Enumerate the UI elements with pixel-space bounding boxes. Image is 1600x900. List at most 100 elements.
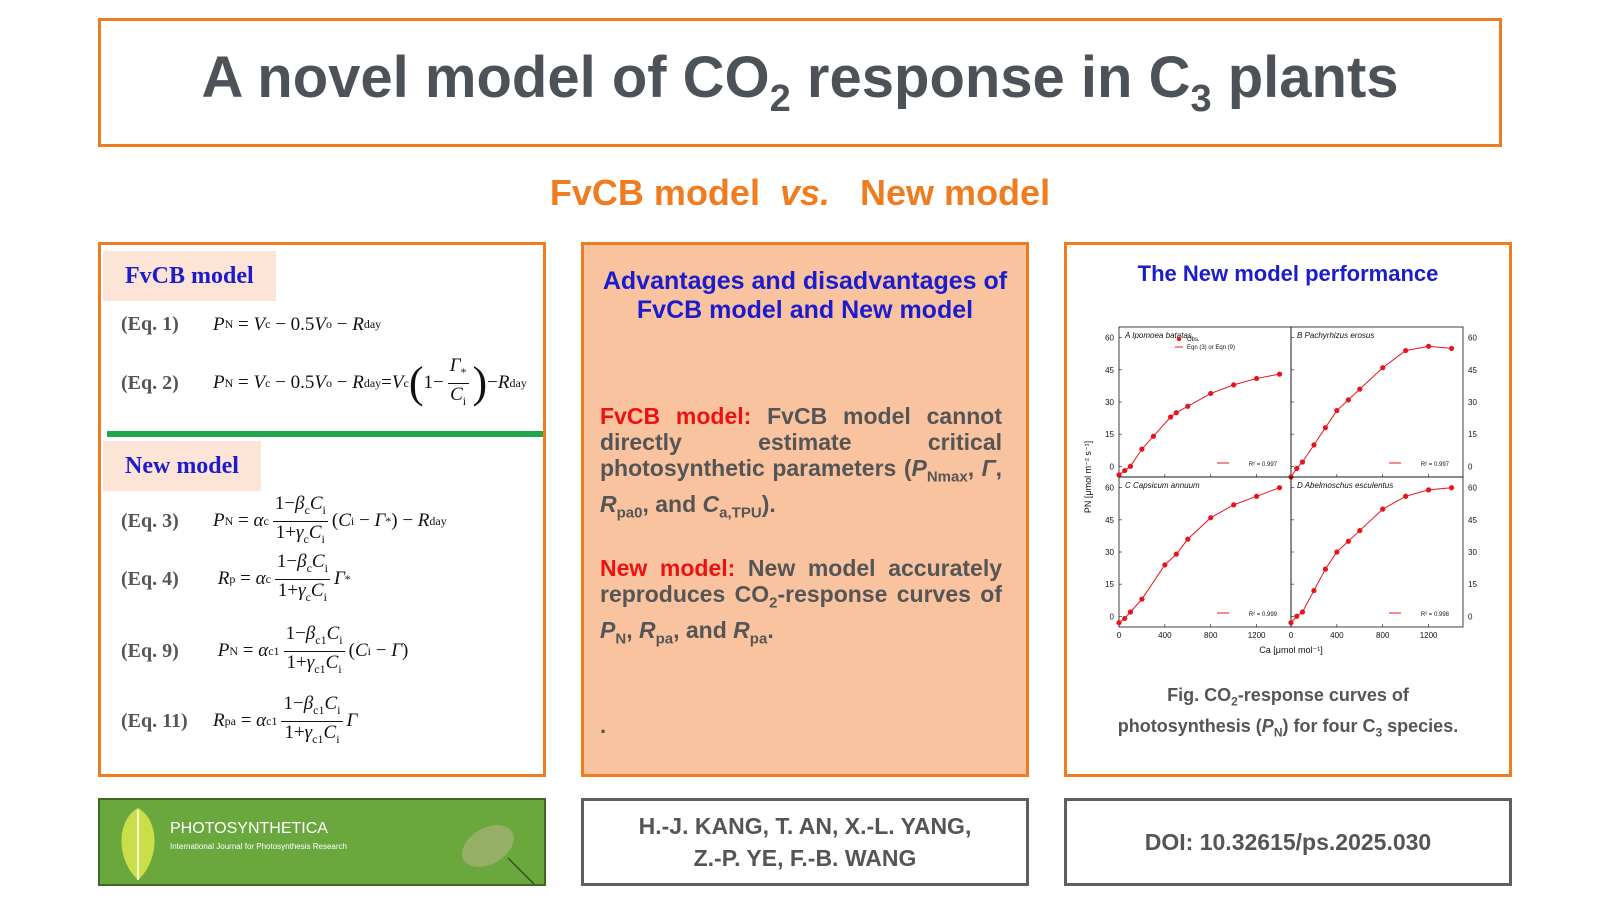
data-point bbox=[1150, 433, 1156, 439]
advantages-panel: Advantages and disadvantages of FvCB mod… bbox=[581, 242, 1029, 777]
data-point bbox=[1173, 410, 1179, 416]
doi-box[interactable]: DOI: 10.32615/ps.2025.030 bbox=[1064, 798, 1512, 886]
panel-frame bbox=[1290, 326, 1464, 478]
y-tick-label: 0 bbox=[1110, 612, 1115, 621]
doi-link[interactable]: DOI: 10.32615/ps.2025.030 bbox=[1144, 828, 1432, 855]
panel-label: B Pachyrhizus erosus bbox=[1297, 331, 1374, 340]
equation-label: (Eq. 9) bbox=[121, 639, 179, 662]
data-point bbox=[1185, 403, 1191, 409]
x-tick-label: 0 bbox=[1289, 631, 1294, 640]
x-tick-label: 400 bbox=[1158, 631, 1172, 640]
journal-name: PHOTOSYNTHETICA bbox=[170, 820, 328, 837]
y-tick-label: 45 bbox=[1105, 366, 1114, 375]
y-tick-label: 60 bbox=[1468, 334, 1477, 343]
journal-banner[interactable]: PHOTOSYNTHETICA International Journal fo… bbox=[98, 798, 546, 886]
co2-response-figure: A Ipomoea batatas 0 15 30 45 60 R² = 0.997 Obs.… bbox=[1083, 326, 1477, 655]
y-tick-label: 0 bbox=[1110, 462, 1115, 471]
data-point bbox=[1185, 536, 1191, 542]
x-tick-label: 1200 bbox=[1420, 631, 1438, 640]
data-point bbox=[1357, 527, 1363, 534]
y-axis-label: PN [μmol m⁻² s⁻¹] bbox=[1083, 441, 1093, 513]
data-point bbox=[1254, 375, 1260, 382]
data-point bbox=[1139, 446, 1145, 452]
data-point bbox=[1208, 515, 1214, 521]
fvcb-model-label: FvCB model bbox=[103, 251, 276, 301]
r2-label: R² = 0.997 bbox=[1249, 462, 1278, 468]
fit-line bbox=[1290, 487, 1452, 624]
leaf-logo-icon bbox=[121, 808, 155, 880]
data-point bbox=[1426, 487, 1432, 493]
comparison-subtitle: FvCB model vs. New model bbox=[549, 172, 1051, 213]
data-point bbox=[1127, 609, 1134, 615]
equation-label: (Eq. 3) bbox=[121, 509, 179, 532]
x-axis-label: Ca [μmol mol⁻¹] bbox=[1259, 645, 1322, 655]
x-tick-label: 400 bbox=[1330, 631, 1344, 640]
legend-point bbox=[1176, 336, 1182, 342]
data-point bbox=[1334, 549, 1340, 555]
data-point bbox=[1276, 371, 1283, 377]
y-tick-label: 45 bbox=[1468, 366, 1477, 375]
r2-label: R² = 0.997 bbox=[1421, 462, 1450, 468]
leaf-decoration-icon bbox=[462, 825, 535, 884]
data-point bbox=[1162, 562, 1168, 568]
data-point bbox=[1231, 382, 1237, 388]
panel-label: A Ipomoea batatas bbox=[1124, 331, 1192, 340]
y-tick-label: 15 bbox=[1105, 430, 1114, 439]
data-point bbox=[1294, 613, 1300, 619]
panel-frame bbox=[1290, 476, 1464, 628]
y-tick-label: 30 bbox=[1468, 548, 1477, 557]
data-point bbox=[1448, 345, 1455, 352]
data-point bbox=[1173, 551, 1179, 557]
data-point bbox=[1426, 343, 1432, 349]
y-tick-label: 0 bbox=[1468, 462, 1473, 471]
section-divider bbox=[107, 431, 543, 437]
panel-label: D Abelmoschus esculentus bbox=[1297, 481, 1393, 490]
y-tick-label: 45 bbox=[1468, 516, 1477, 525]
y-tick-label: 30 bbox=[1468, 398, 1477, 407]
fit-line bbox=[1118, 487, 1280, 624]
data-point bbox=[1380, 365, 1386, 371]
data-point bbox=[1345, 538, 1351, 544]
x-tick-label: 0 bbox=[1117, 631, 1122, 640]
x-tick-label: 800 bbox=[1376, 631, 1390, 640]
data-point bbox=[1116, 472, 1122, 478]
y-tick-label: 15 bbox=[1468, 580, 1477, 589]
y-tick-label: 60 bbox=[1105, 334, 1114, 343]
x-tick-label: 800 bbox=[1204, 631, 1218, 640]
page-title: A novel model of CO2 response in C3 plan… bbox=[201, 45, 1399, 120]
legend-label: Obs. bbox=[1187, 337, 1200, 343]
data-point bbox=[1208, 390, 1214, 397]
data-point bbox=[1139, 596, 1145, 602]
new-model-advantage-text: New model: New model accurately reproduc… bbox=[600, 555, 1002, 648]
data-point bbox=[1322, 566, 1328, 572]
authors-list: H.-J. KANG, T. AN, X.-L. YANG, Z.-P. YE,… bbox=[638, 813, 972, 871]
y-tick-label: 15 bbox=[1468, 430, 1477, 439]
data-point bbox=[1345, 397, 1351, 403]
data-point bbox=[1403, 347, 1409, 354]
r2-label: R² = 0.998 bbox=[1421, 612, 1450, 618]
y-tick-label: 15 bbox=[1105, 580, 1114, 589]
data-point bbox=[1168, 414, 1174, 420]
data-point bbox=[1288, 620, 1294, 626]
equation-label: (Eq. 11) bbox=[121, 709, 188, 732]
data-point bbox=[1380, 506, 1386, 512]
panel-frame bbox=[1118, 476, 1292, 628]
data-point bbox=[1231, 502, 1237, 508]
equation-label: (Eq. 4) bbox=[121, 567, 179, 590]
panel-label: C Capsicum annuum bbox=[1125, 481, 1200, 490]
equation-label: (Eq. 1) bbox=[121, 313, 179, 335]
data-point bbox=[1122, 467, 1128, 474]
equation-label: (Eq. 2) bbox=[121, 371, 179, 394]
y-tick-label: 30 bbox=[1105, 548, 1114, 557]
data-point bbox=[1276, 485, 1283, 491]
fit-line bbox=[1290, 345, 1452, 478]
advantages-heading: Advantages and disadvantages of FvCB mod… bbox=[602, 267, 1008, 324]
y-tick-label: 60 bbox=[1468, 484, 1477, 493]
trailing-dot: . bbox=[600, 713, 607, 738]
